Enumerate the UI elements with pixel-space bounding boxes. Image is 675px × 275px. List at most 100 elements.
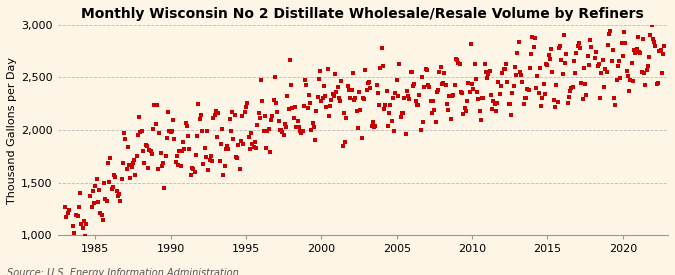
Point (454, 61, 465, 66)
Point (325, 103, 335, 108)
Point (268, 98, 279, 102)
Point (294, 125, 304, 129)
Point (637, 70, 647, 74)
Point (85, 194, 96, 199)
Point (186, 166, 197, 171)
Point (502, 80, 513, 85)
Point (250, 146, 261, 150)
Point (153, 167, 163, 172)
Point (285, 58, 296, 62)
Point (546, 46, 557, 51)
Point (154, 130, 165, 135)
Point (360, 68, 371, 72)
Point (352, 125, 363, 130)
Point (430, 120, 441, 124)
Point (224, 117, 235, 121)
Point (256, 78, 267, 82)
Point (643, 64, 653, 68)
Point (507, 91, 518, 95)
Point (214, 159, 225, 163)
Point (144, 148, 155, 152)
Point (84, 238, 95, 243)
Point (261, 146, 271, 150)
Point (376, 46, 387, 51)
Point (345, 95, 356, 100)
Point (374, 103, 385, 108)
Point (526, 51, 537, 56)
Point (520, 95, 531, 100)
Point (80, 234, 90, 238)
Point (81, 222, 92, 226)
Point (477, 96, 487, 101)
Point (237, 113, 248, 118)
Point (129, 158, 140, 162)
Point (492, 100, 503, 105)
Point (297, 129, 308, 134)
Point (272, 110, 283, 114)
Point (300, 78, 310, 82)
Point (90, 184, 101, 189)
Point (501, 62, 512, 66)
Point (608, 48, 618, 52)
Point (291, 124, 302, 129)
Point (615, 75, 626, 80)
Point (375, 66, 386, 70)
Point (76, 222, 87, 226)
Point (466, 81, 477, 86)
Point (95, 211, 106, 215)
Point (358, 95, 369, 100)
Point (542, 62, 553, 67)
Point (294, 129, 305, 133)
Point (419, 84, 430, 89)
Point (473, 97, 484, 101)
Point (395, 114, 406, 119)
Point (161, 135, 172, 140)
Point (327, 92, 338, 96)
Point (600, 67, 611, 71)
Point (596, 70, 607, 75)
Point (290, 105, 300, 109)
Point (446, 117, 456, 121)
Point (196, 129, 207, 134)
Point (656, 71, 667, 75)
Point (491, 109, 502, 113)
Point (351, 108, 362, 113)
Point (495, 84, 506, 88)
Point (168, 118, 179, 122)
Point (453, 60, 464, 65)
Point (567, 84, 578, 89)
Point (572, 44, 583, 48)
Point (377, 64, 388, 68)
Point (138, 149, 148, 153)
Point (404, 97, 414, 101)
Point (182, 123, 192, 128)
Point (380, 103, 391, 107)
Point (400, 132, 411, 137)
Point (238, 142, 249, 147)
Point (520, 96, 531, 100)
Point (469, 62, 480, 66)
Point (622, 74, 633, 78)
Point (512, 51, 522, 56)
Point (423, 83, 433, 87)
Point (151, 102, 162, 107)
Point (612, 64, 623, 68)
Point (65, 238, 76, 243)
Point (140, 143, 151, 148)
Point (217, 127, 227, 131)
Point (205, 154, 216, 158)
Point (406, 70, 417, 75)
Point (479, 62, 490, 67)
Point (307, 121, 318, 125)
Point (92, 200, 103, 204)
Point (564, 95, 574, 99)
Point (427, 111, 437, 115)
Point (589, 21, 599, 25)
Point (581, 93, 592, 98)
Point (552, 100, 563, 104)
Point (514, 70, 525, 74)
Point (556, 58, 567, 63)
Point (142, 166, 153, 170)
Point (437, 82, 448, 86)
Point (82, 238, 93, 243)
